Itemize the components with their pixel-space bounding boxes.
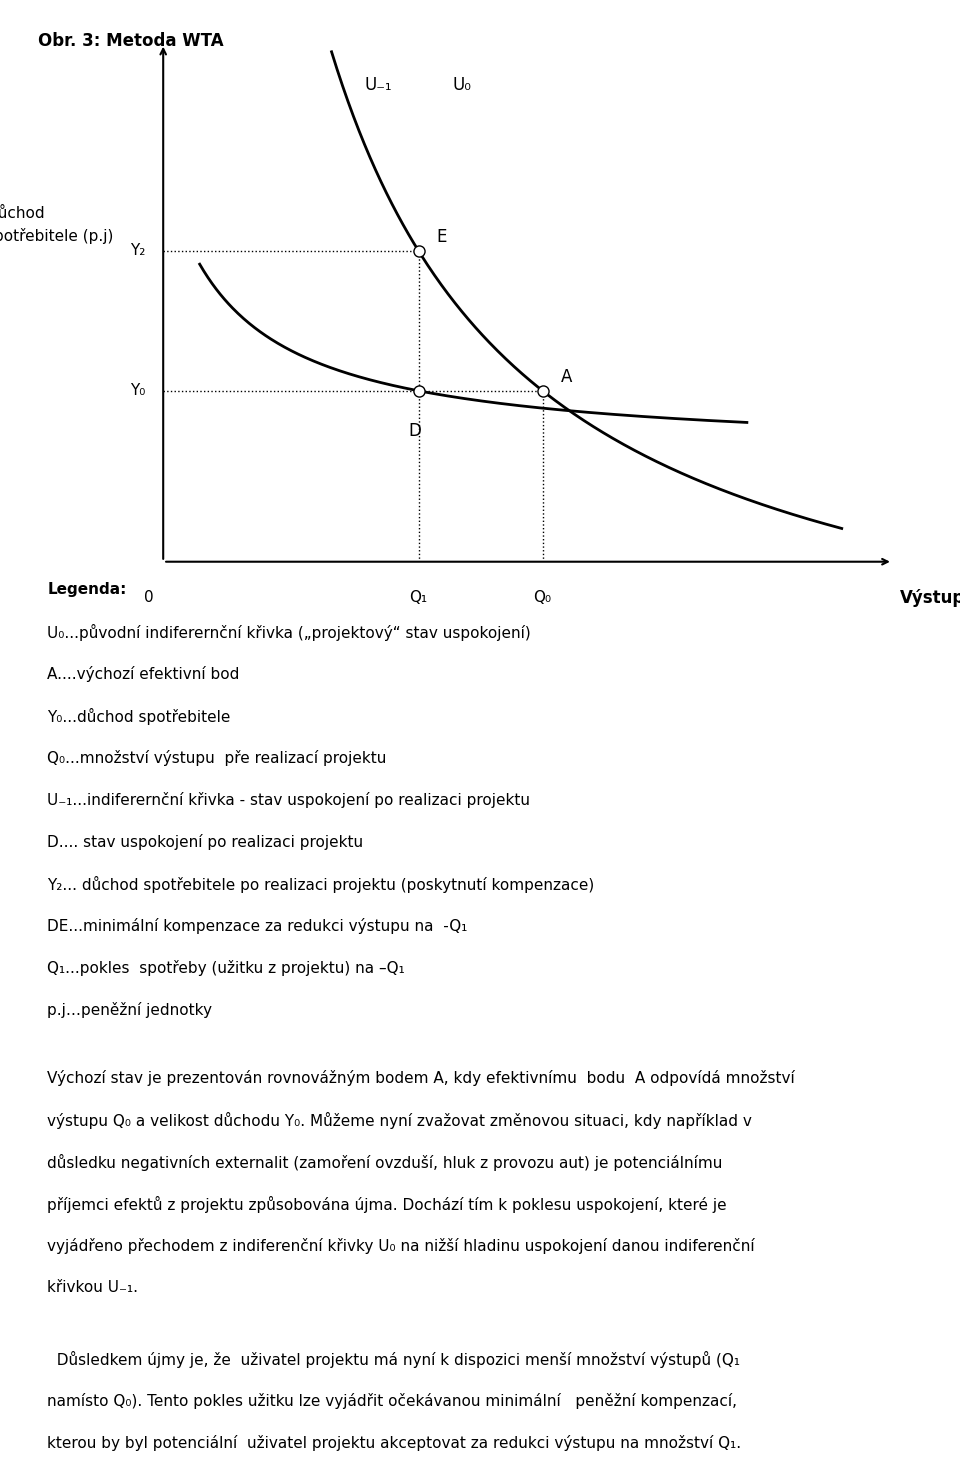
Text: E: E: [437, 228, 447, 245]
Text: kterou by byl potenciální  uživatel projektu akceptovat za redukci výstupu na mn: kterou by byl potenciální uživatel proje…: [47, 1436, 741, 1452]
Text: U₀...původní indiferernční křivka („projektový“ stav uspokojení): U₀...původní indiferernční křivka („proj…: [47, 624, 531, 641]
Text: příjemci efektů z projektu způsobována újma. Dochází tím k poklesu uspokojení, k: příjemci efektů z projektu způsobována ú…: [47, 1195, 727, 1212]
Text: U₀: U₀: [453, 76, 471, 95]
Text: Y₂... důchod spotřebitele po realizaci projektu (poskytnutí kompenzace): Y₂... důchod spotřebitele po realizaci p…: [47, 877, 594, 893]
Text: Legenda:: Legenda:: [47, 582, 127, 597]
Text: Q₁...pokles  spotřeby (užitku z projektu) na –Q₁: Q₁...pokles spotřeby (užitku z projektu)…: [47, 960, 405, 976]
Text: A: A: [561, 368, 572, 385]
Text: Obr. 3: Metoda WTA: Obr. 3: Metoda WTA: [38, 32, 224, 50]
Text: Důchod
spotřebitele (p.j): Důchod spotřebitele (p.j): [0, 206, 114, 245]
Text: D.... stav uspokojení po realizaci projektu: D.... stav uspokojení po realizaci proje…: [47, 835, 363, 851]
Text: vyjádřeno přechodem z indiferenční křivky U₀ na nižší hladinu uspokojení danou i: vyjádřeno přechodem z indiferenční křivk…: [47, 1237, 755, 1253]
Text: D: D: [408, 422, 421, 439]
Text: důsledku negativních externalit (zamoření ovzduší, hluk z provozu aut) je potenc: důsledku negativních externalit (zamořen…: [47, 1154, 723, 1170]
Text: Q₁: Q₁: [410, 591, 427, 605]
Text: A....výchozí efektivní bod: A....výchozí efektivní bod: [47, 667, 240, 683]
Text: U₋₁...indiferernční křivka - stav uspokojení po realizaci projektu: U₋₁...indiferernční křivka - stav uspoko…: [47, 792, 530, 808]
Text: křivkou U₋₁.: křivkou U₋₁.: [47, 1280, 138, 1294]
Text: U₋₁: U₋₁: [365, 76, 393, 95]
Text: Q₀...množství výstupu  pře realizací projektu: Q₀...množství výstupu pře realizací proj…: [47, 750, 387, 766]
Text: Y₂: Y₂: [130, 244, 145, 258]
Text: Důsledkem újmy je, že  uživatel projektu má nyní k dispozici menší množství výst: Důsledkem újmy je, že uživatel projektu …: [47, 1351, 740, 1369]
Text: Výstup: Výstup: [900, 589, 960, 607]
Text: Q₀: Q₀: [534, 591, 552, 605]
Text: výstupu Q₀ a velikost důchodu Y₀. Můžeme nyní zvažovat změnovou situaci, kdy nap: výstupu Q₀ a velikost důchodu Y₀. Můžeme…: [47, 1112, 752, 1129]
Text: Y₀: Y₀: [130, 384, 145, 398]
Text: Výchozí stav je prezentován rovnovážným bodem A, kdy efektivnímu  bodu  A odpoví: Výchozí stav je prezentován rovnovážným …: [47, 1069, 795, 1085]
Text: 0: 0: [144, 591, 154, 605]
Text: namísto Q₀). Tento pokles užitku lze vyjádřit očekávanou minimální   peněžní kom: namísto Q₀). Tento pokles užitku lze vyj…: [47, 1393, 737, 1409]
Text: DE...minimální kompenzace za redukci výstupu na  -Q₁: DE...minimální kompenzace za redukci výs…: [47, 918, 468, 934]
Text: p.j…peněžní jednotky: p.j…peněžní jednotky: [47, 1002, 212, 1018]
Text: Y₀...důchod spotřebitele: Y₀...důchod spotřebitele: [47, 708, 230, 725]
